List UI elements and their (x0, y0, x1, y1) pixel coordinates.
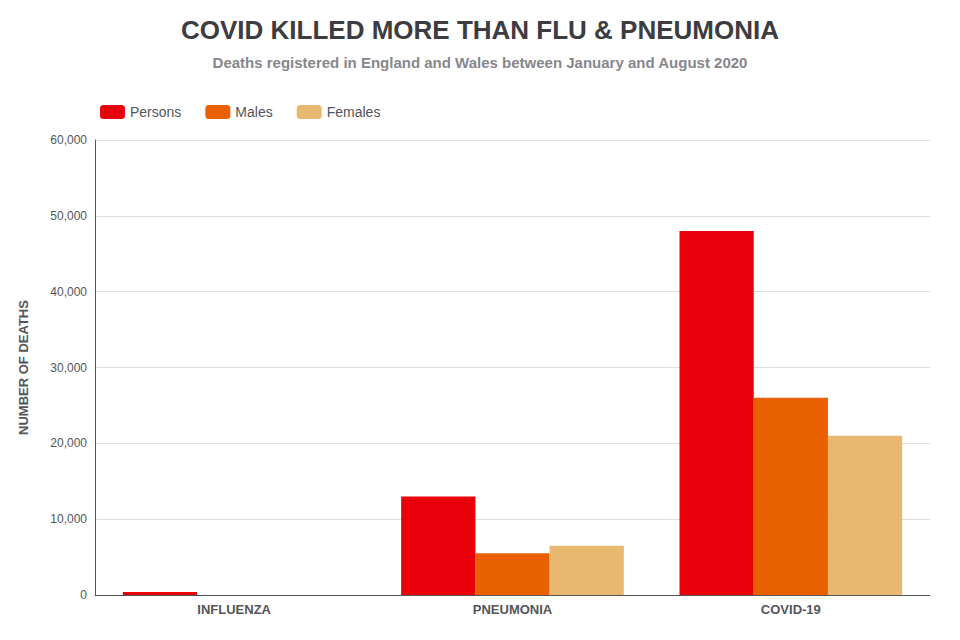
svg-text:COVID-19: COVID-19 (761, 602, 821, 617)
svg-text:0: 0 (80, 588, 87, 602)
svg-text:50,000: 50,000 (50, 209, 87, 223)
svg-text:Males: Males (235, 104, 272, 120)
svg-text:COVID KILLED MORE THAN FLU & P: COVID KILLED MORE THAN FLU & PNEUMONIA (181, 15, 779, 45)
svg-text:Females: Females (327, 104, 381, 120)
svg-text:40,000: 40,000 (50, 285, 87, 299)
svg-text:Persons: Persons (130, 104, 181, 120)
svg-text:INFLUENZA: INFLUENZA (197, 602, 271, 617)
svg-text:NUMBER OF DEATHS: NUMBER OF DEATHS (16, 300, 31, 435)
svg-text:20,000: 20,000 (50, 436, 87, 450)
svg-text:60,000: 60,000 (50, 133, 87, 147)
svg-text:30,000: 30,000 (50, 361, 87, 375)
svg-text:Deaths registered in England a: Deaths registered in England and Wales b… (213, 54, 748, 71)
svg-text:10,000: 10,000 (50, 512, 87, 526)
svg-text:PNEUMONIA: PNEUMONIA (473, 602, 553, 617)
